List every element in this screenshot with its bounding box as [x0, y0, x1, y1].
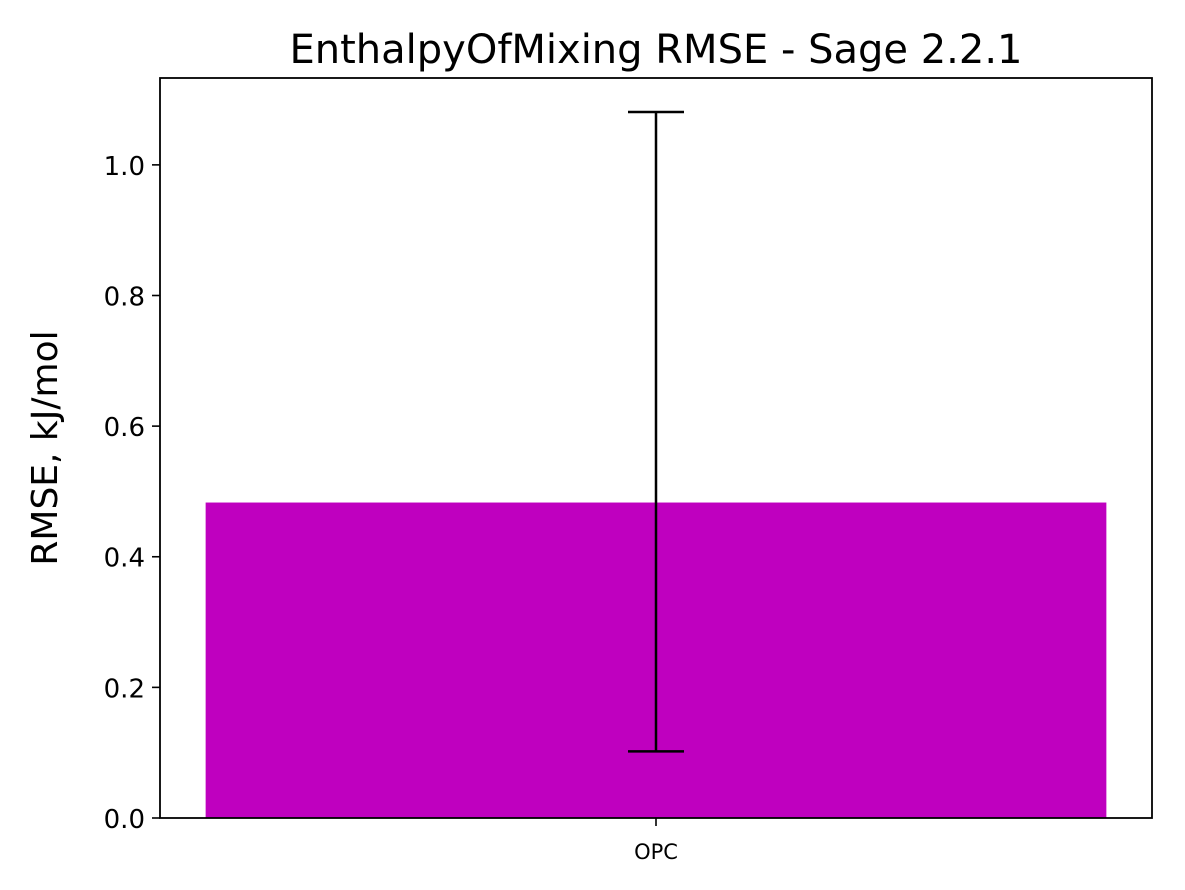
plot-area: OPC 0.0 0.2 0.4 0.6 0.8 1.0 — [104, 77, 1153, 864]
y-tick-label-5: 1.0 — [104, 152, 145, 182]
y-tick-label-2: 0.4 — [104, 544, 145, 574]
axes-frame — [159, 77, 1153, 819]
x-tick-label-opc: OPC — [634, 840, 678, 864]
y-tick-label-1: 0.2 — [104, 674, 145, 704]
y-tick-label-3: 0.6 — [104, 413, 145, 443]
y-tick-label-4: 0.8 — [104, 282, 145, 312]
chart-title: EnthalpyOfMixing RMSE - Sage 2.2.1 — [289, 27, 1022, 73]
y-axis-label: RMSE, kJ/mol — [25, 330, 66, 565]
y-tick-label-0: 0.0 — [104, 805, 145, 835]
